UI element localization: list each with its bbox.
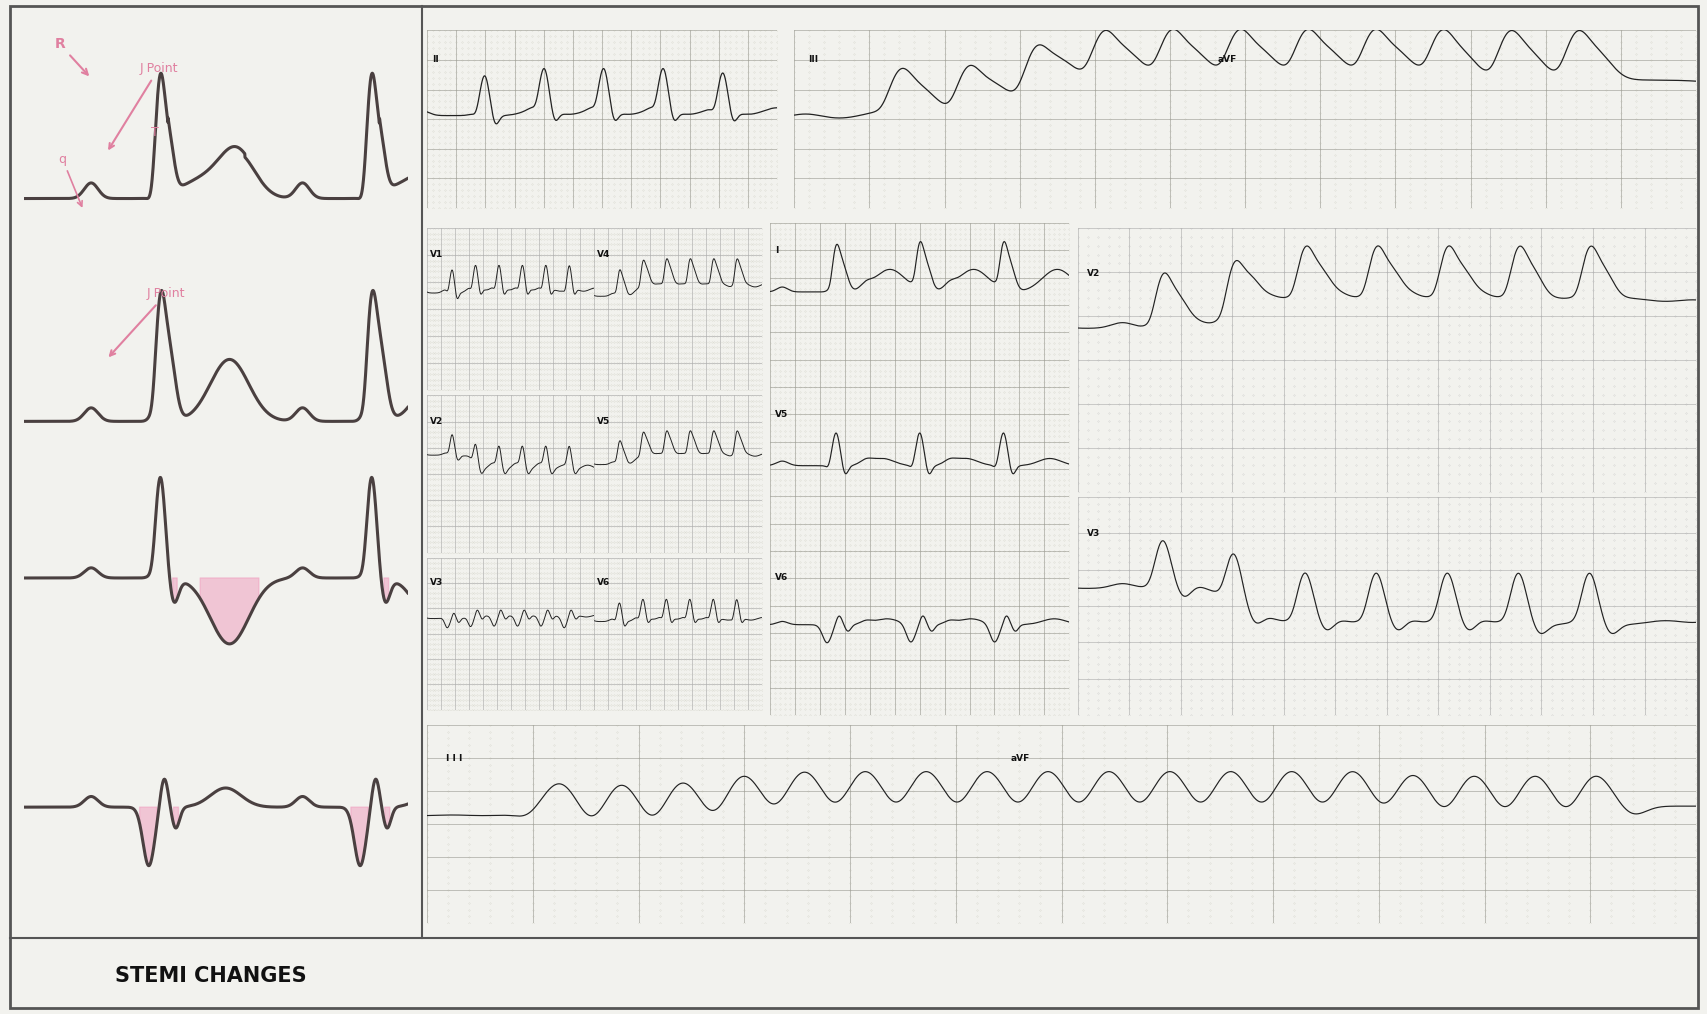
Text: aVF: aVF <box>1011 753 1029 763</box>
Text: III: III <box>807 56 818 64</box>
Text: V2: V2 <box>428 417 442 426</box>
Text: STEMI CHANGES: STEMI CHANGES <box>114 966 307 986</box>
Text: I: I <box>775 245 778 255</box>
Text: V2: V2 <box>1086 269 1099 278</box>
Text: V6: V6 <box>775 574 787 582</box>
Text: V6: V6 <box>596 578 609 587</box>
Text: R: R <box>55 38 87 75</box>
Text: V1: V1 <box>428 250 442 260</box>
Text: V4: V4 <box>596 250 609 260</box>
Text: V5: V5 <box>596 417 609 426</box>
Text: V3: V3 <box>1086 529 1099 538</box>
Text: aVF: aVF <box>1217 56 1236 64</box>
Text: J Point: J Point <box>109 63 178 149</box>
Text: T: T <box>150 126 159 139</box>
Text: J Point: J Point <box>109 287 186 356</box>
Text: V3: V3 <box>428 578 442 587</box>
Text: I I I: I I I <box>446 753 463 763</box>
Text: II: II <box>432 56 439 64</box>
Text: q: q <box>58 152 82 206</box>
Text: V5: V5 <box>775 410 787 419</box>
